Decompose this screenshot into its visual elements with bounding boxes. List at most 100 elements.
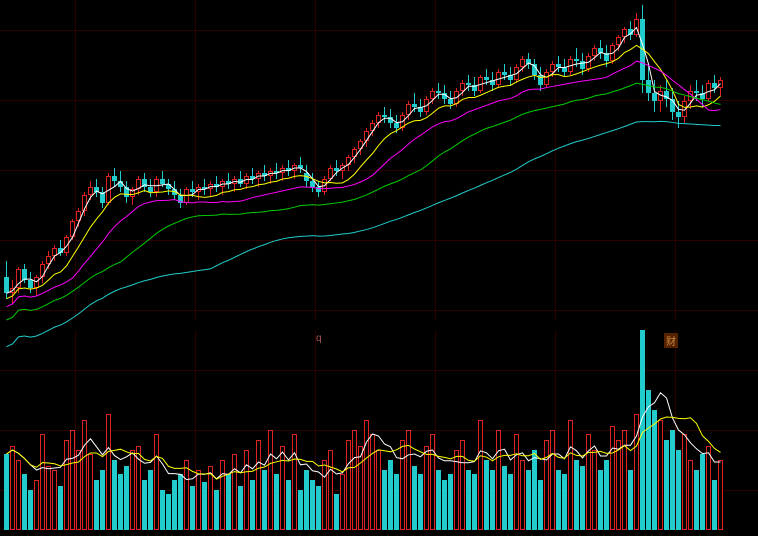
volume-bar xyxy=(238,486,243,530)
candle-body xyxy=(586,56,591,69)
candle-body xyxy=(460,83,465,91)
candle-body xyxy=(682,101,687,117)
volume-bar xyxy=(424,446,429,530)
volume-bar xyxy=(544,440,549,530)
volume-bar xyxy=(256,440,261,530)
candle-body xyxy=(694,91,699,94)
candle-body xyxy=(718,80,723,88)
candle-body xyxy=(340,165,345,170)
volume-bar xyxy=(688,460,693,530)
candle-body xyxy=(280,168,285,173)
candle-body xyxy=(346,157,351,165)
volume-bar xyxy=(400,440,405,530)
volume-bar xyxy=(670,430,675,530)
candle-body xyxy=(262,173,267,176)
candle-body xyxy=(532,64,537,75)
candle-body xyxy=(676,112,681,117)
volume-bar xyxy=(364,420,369,530)
candle-body xyxy=(598,48,603,53)
price-panel xyxy=(0,0,758,320)
volume-bar xyxy=(94,480,99,530)
volume-bar xyxy=(460,440,465,530)
volume-bar xyxy=(352,430,357,530)
candle-body xyxy=(370,123,375,131)
candle-body xyxy=(112,176,117,181)
volume-bar xyxy=(304,470,309,530)
volume-bar xyxy=(196,470,201,530)
candle-body xyxy=(526,59,531,64)
volume-bar xyxy=(382,470,387,530)
candle-body xyxy=(304,173,309,181)
candle-body xyxy=(118,181,123,186)
volume-bar xyxy=(70,430,75,530)
candle-body xyxy=(508,75,513,80)
candle-body xyxy=(316,187,321,192)
grid-line xyxy=(195,0,196,320)
candle-body xyxy=(106,176,111,203)
volume-bar xyxy=(316,486,321,530)
candle-body xyxy=(166,184,171,189)
candle-body xyxy=(250,176,255,179)
candle-body xyxy=(382,115,387,118)
volume-bar xyxy=(634,414,639,530)
volume-bar xyxy=(538,480,543,530)
candle-body xyxy=(124,187,129,198)
volume-bar xyxy=(508,474,513,530)
grid-line xyxy=(435,0,436,320)
volume-bar xyxy=(718,460,723,530)
candle-body xyxy=(490,80,495,85)
grid-line xyxy=(75,0,76,320)
candle-body xyxy=(190,189,195,192)
volume-bar xyxy=(574,460,579,530)
candle-body xyxy=(658,91,663,102)
candle-body xyxy=(94,187,99,192)
volume-bar xyxy=(526,470,531,530)
candle-wick xyxy=(576,48,577,67)
volume-bar xyxy=(142,480,147,530)
volume-bar xyxy=(646,390,651,530)
candle-body xyxy=(466,83,471,86)
volume-bar xyxy=(148,470,153,530)
candle-body xyxy=(640,19,645,80)
candle-body xyxy=(406,104,411,115)
volume-bar xyxy=(694,470,699,530)
volume-bar xyxy=(52,470,57,530)
volume-bar xyxy=(82,420,87,530)
volume-bar xyxy=(700,454,705,530)
volume-bar xyxy=(658,420,663,530)
candle-body xyxy=(688,91,693,102)
candle-body xyxy=(298,165,303,168)
volume-bar xyxy=(550,430,555,530)
candle-body xyxy=(214,184,219,187)
volume-bar xyxy=(454,450,459,530)
candle-body xyxy=(172,189,177,194)
volume-bar xyxy=(532,450,537,530)
candle-body xyxy=(574,59,579,62)
volume-bar xyxy=(58,486,63,530)
candle-body xyxy=(622,29,627,37)
volume-bar xyxy=(376,450,381,530)
volume-bar xyxy=(610,426,615,530)
candle-body xyxy=(196,187,201,192)
candle-body xyxy=(514,67,519,80)
volume-bar xyxy=(340,474,345,530)
candle-body xyxy=(358,141,363,149)
candle-body xyxy=(34,277,39,288)
volume-bar xyxy=(448,474,453,530)
candle-body xyxy=(208,184,213,189)
volume-bar xyxy=(676,450,681,530)
volume-bar xyxy=(706,446,711,530)
volume-bar xyxy=(520,460,525,530)
candle-body xyxy=(244,176,249,184)
volume-bar xyxy=(34,480,39,530)
candle-body xyxy=(10,288,15,293)
candle-body xyxy=(556,64,561,67)
volume-bar xyxy=(100,470,105,530)
volume-bar xyxy=(178,474,183,530)
volume-bar xyxy=(616,440,621,530)
volume-bar xyxy=(118,474,123,530)
volume-bar xyxy=(4,454,9,530)
volume-bar xyxy=(232,454,237,530)
candle-body xyxy=(4,277,9,293)
candle-body xyxy=(580,61,585,69)
